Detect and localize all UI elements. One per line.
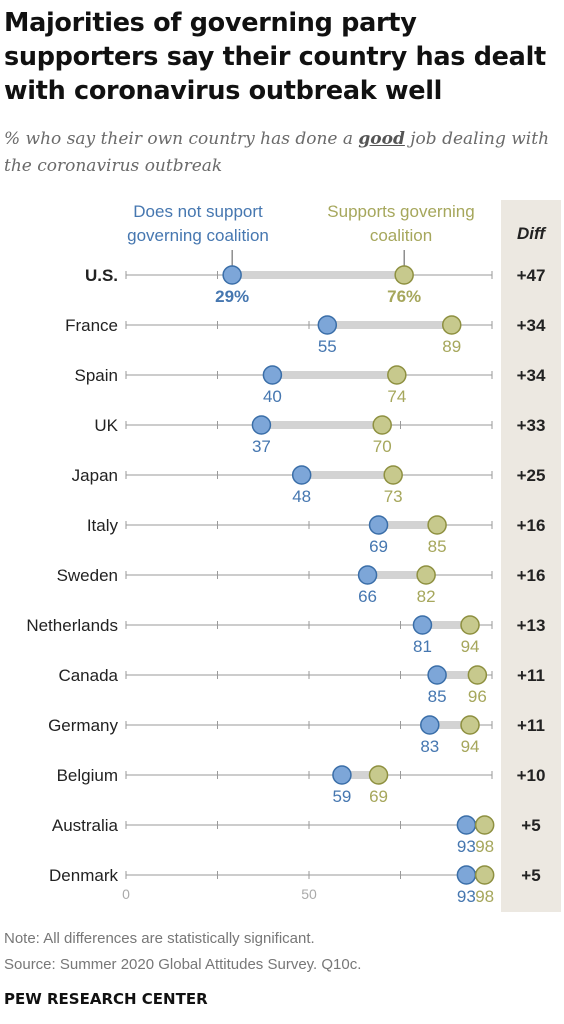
dot-support xyxy=(441,315,462,335)
value-label-not-support: 37 xyxy=(252,437,271,456)
dot-not-support xyxy=(317,315,338,335)
dot-not-support xyxy=(291,465,312,485)
legend-support: Supports governing coalition xyxy=(327,202,475,245)
category-label: Japan xyxy=(72,466,118,485)
value-label-not-support: 40 xyxy=(263,387,282,406)
dot-not-support xyxy=(222,265,242,285)
category-label: Netherlands xyxy=(26,616,118,635)
source-text: Source: Summer 2020 Global Attitudes Sur… xyxy=(4,956,362,973)
value-label-support: 85 xyxy=(428,537,447,556)
note-text: Note: All differences are statistically … xyxy=(4,930,315,947)
value-label-not-support: 81 xyxy=(413,637,432,656)
diff-value: +47 xyxy=(517,266,546,285)
dot-support xyxy=(427,515,447,535)
dot-support xyxy=(368,765,389,785)
category-label: Belgium xyxy=(57,766,118,785)
diff-value: +25 xyxy=(517,466,546,485)
category-label: Sweden xyxy=(57,566,118,585)
dot-not-support xyxy=(262,365,283,385)
value-label-not-support: 48 xyxy=(292,487,311,506)
dot-support xyxy=(467,665,488,685)
diff-value: +13 xyxy=(517,616,546,635)
category-label: Denmark xyxy=(49,866,118,885)
dot-support xyxy=(372,415,392,435)
value-label-not-support: 59 xyxy=(332,787,351,806)
diff-value: +5 xyxy=(521,816,540,835)
category-label: Germany xyxy=(48,716,118,735)
legend-not-support: Does not support governing coalition xyxy=(127,202,269,245)
dot-not-support xyxy=(412,615,433,635)
value-label-not-support: 83 xyxy=(420,737,439,756)
brand-logo-text: PEW RESEARCH CENTER xyxy=(4,990,208,1008)
diff-value: +33 xyxy=(517,416,546,435)
dot-not-support xyxy=(368,515,389,535)
value-label-not-support: 93 xyxy=(457,887,476,906)
x-axis-tick-label: 0 xyxy=(122,886,130,902)
chart-title: Majorities of governing party supporters… xyxy=(4,8,546,106)
value-label-not-support: 29% xyxy=(215,287,249,306)
dot-support xyxy=(460,715,480,735)
diff-value: +34 xyxy=(517,366,546,385)
diff-value: +16 xyxy=(517,566,546,585)
diff-value: +10 xyxy=(517,766,546,785)
diff-value: +16 xyxy=(517,516,546,535)
diff-value: +11 xyxy=(517,716,545,735)
value-label-not-support: 85 xyxy=(428,687,447,706)
dot-support xyxy=(387,365,407,385)
dot-support xyxy=(416,565,436,585)
dot-support xyxy=(474,865,495,885)
category-label: UK xyxy=(94,416,118,435)
value-label-support: 70 xyxy=(373,437,392,456)
diff-value: +11 xyxy=(517,666,545,685)
dot-support xyxy=(394,265,414,285)
value-label-not-support: 55 xyxy=(318,337,337,356)
diff-value: +5 xyxy=(521,866,540,885)
value-label-support: 82 xyxy=(417,587,436,606)
category-label: Spain xyxy=(75,366,118,385)
subtitle-text-start: % who say their own country has done a xyxy=(4,129,359,149)
dot-not-support xyxy=(251,415,272,435)
value-label-support: 94 xyxy=(461,737,480,756)
dot-not-support xyxy=(357,565,378,585)
dot-support xyxy=(460,615,480,635)
category-label: France xyxy=(65,316,118,335)
value-label-support: 76% xyxy=(387,287,421,306)
category-label: U.S. xyxy=(85,266,118,285)
value-label-support: 89 xyxy=(442,337,461,356)
dot-not-support xyxy=(427,665,447,685)
value-label-not-support: 93 xyxy=(457,837,476,856)
category-label: Italy xyxy=(87,516,119,535)
dot-not-support xyxy=(456,865,477,885)
dot-not-support xyxy=(420,715,440,735)
category-label: Australia xyxy=(52,816,119,835)
value-label-support: 69 xyxy=(369,787,388,806)
value-label-support: 94 xyxy=(461,637,480,656)
diff-column-band xyxy=(501,200,561,912)
value-label-support: 98 xyxy=(475,837,494,856)
value-label-not-support: 66 xyxy=(358,587,377,606)
value-label-not-support: 69 xyxy=(369,537,388,556)
chart-subtitle: % who say their own country has done a g… xyxy=(4,126,560,180)
dot-not-support xyxy=(332,765,352,785)
value-label-support: 73 xyxy=(384,487,403,506)
subtitle-emphasis: good xyxy=(358,129,405,149)
dot-not-support xyxy=(456,815,477,835)
dot-support xyxy=(474,815,495,835)
value-label-support: 98 xyxy=(475,887,494,906)
category-label: Canada xyxy=(58,666,118,685)
dot-support xyxy=(383,465,403,485)
diff-column-header: Diff xyxy=(516,224,545,243)
value-label-support: 74 xyxy=(387,387,406,406)
x-axis-tick-label: 50 xyxy=(301,886,317,902)
value-label-support: 96 xyxy=(468,687,487,706)
subtitle-text-end: job dealing with the coronavirus outbrea… xyxy=(4,129,550,176)
diff-value: +34 xyxy=(517,316,546,335)
